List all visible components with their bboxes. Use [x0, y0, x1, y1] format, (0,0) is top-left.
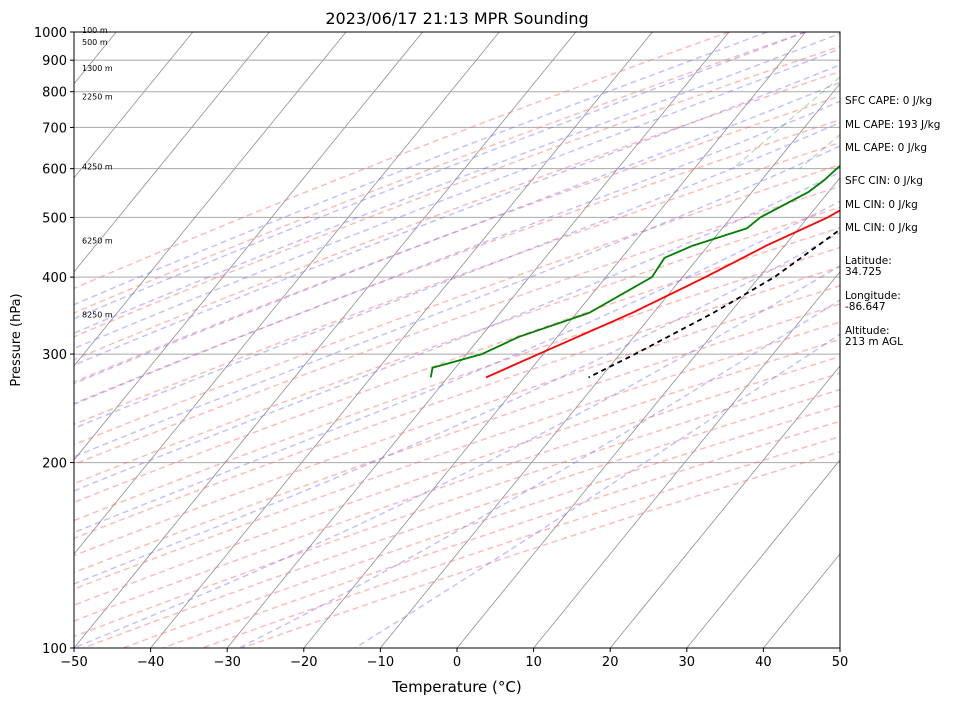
- isotherm-line: [74, 32, 500, 555]
- height-label: 2250 m: [82, 92, 113, 101]
- x-tick-label: −20: [290, 655, 317, 670]
- mixing-ratio-line: [732, 76, 840, 170]
- dewpoint-profile: [429, 164, 840, 378]
- stat-ml-cape: ML CAPE: 193 J/kg: [845, 119, 940, 131]
- y-tick-label: 700: [42, 121, 67, 136]
- stats-panel: SFC CAPE: 0 J/kg ML CAPE: 193 J/kg ML CA…: [845, 95, 940, 348]
- y-axis-label: Pressure (hPa): [9, 293, 24, 386]
- temperature-profile: [485, 209, 840, 379]
- isotherm-line: [150, 32, 653, 648]
- x-tick-label: 20: [602, 655, 619, 670]
- x-tick-label: 10: [525, 655, 542, 670]
- dry-adiabat-line: [74, 163, 840, 446]
- y-tick-label: 200: [42, 457, 67, 472]
- isotherm-line: [74, 32, 270, 273]
- stat-ml-cin: ML CIN: 0 J/kg: [845, 199, 918, 211]
- x-tick-label: −40: [137, 655, 164, 670]
- x-tick-label: 40: [755, 655, 772, 670]
- dry-adiabat-line: [74, 372, 840, 638]
- isotherm-line: [226, 32, 730, 648]
- height-label: 500 m: [82, 38, 108, 47]
- latitude-label: Latitude:: [845, 255, 892, 267]
- x-axis-label: Temperature (°C): [391, 678, 521, 696]
- dry-adiabat-line: [74, 32, 730, 290]
- moist-adiabat-line: [74, 32, 806, 320]
- longitude-label: Longitude:: [845, 290, 901, 302]
- height-label: 4250 m: [82, 163, 113, 172]
- stat-sfc-cape: SFC CAPE: 0 J/kg: [845, 95, 932, 107]
- moist-adiabat-line: [74, 32, 840, 334]
- isotherm-line: [74, 32, 423, 461]
- dry-adiabat-line: [74, 185, 840, 466]
- altitude-value: 213 m AGL: [845, 336, 903, 348]
- dry-adiabat-line: [74, 118, 840, 405]
- moist-adiabat-line: [74, 145, 840, 458]
- isotherm-line: [686, 459, 840, 648]
- longitude-value: -86.647: [845, 301, 886, 313]
- dry-adiabat-line: [74, 246, 840, 522]
- x-tick-label: 50: [832, 655, 849, 670]
- isotherm-line: [303, 32, 806, 648]
- y-tick-label: 900: [42, 54, 67, 69]
- height-label: 1300 m: [82, 64, 113, 73]
- dry-adiabat-line: [74, 45, 840, 338]
- isotherm-line: [380, 83, 840, 648]
- stat-sfc-cin: SFC CIN: 0 J/kg: [845, 175, 923, 187]
- reference-lines: [74, 32, 840, 648]
- dry-adiabat-line: [74, 141, 840, 426]
- dry-adiabat-line: [74, 303, 840, 574]
- isotherm-line: [533, 271, 840, 648]
- height-label: 100 m: [82, 26, 108, 35]
- isotherm-line: [74, 32, 194, 179]
- x-tick-label: 0: [453, 655, 461, 670]
- y-tick-label: 1000: [34, 26, 67, 41]
- altitude-label: Altitude:: [845, 325, 890, 337]
- chart-title: 2023/06/17 21:13 MPR Sounding: [325, 9, 588, 28]
- y-tick-label: 400: [42, 271, 67, 286]
- y-tick-label: 300: [42, 348, 67, 363]
- isotherm-line: [609, 365, 840, 648]
- isotherm-line: [456, 177, 840, 648]
- isotherm-line: [74, 32, 347, 367]
- moist-adiabat-line: [74, 64, 840, 366]
- moist-adiabat-line: [74, 32, 768, 306]
- y-tick-label: 100: [42, 642, 67, 657]
- latitude-value: 34.725: [845, 266, 882, 278]
- axis-ticks: −50 −40 −30 −20 −10 0 10 20 30 40 50 100 200 300 400 50…: [34, 26, 848, 670]
- y-tick-label: 500: [42, 211, 67, 226]
- x-tick-label: −30: [213, 655, 240, 670]
- dry-adiabat-line: [74, 32, 806, 314]
- y-tick-label: 800: [42, 86, 67, 101]
- moist-adiabat-line: [74, 171, 840, 492]
- x-tick-label: −50: [60, 655, 87, 670]
- isotherm-line: [74, 32, 577, 648]
- x-tick-label: −10: [367, 655, 394, 670]
- x-tick-label: 30: [679, 655, 696, 670]
- stat-ml-cin-2: ML CIN: 0 J/kg: [845, 222, 918, 234]
- y-tick-label: 600: [42, 163, 67, 178]
- height-label: 8250 m: [82, 311, 113, 320]
- height-label: 6250 m: [82, 237, 113, 246]
- height-labels: 100 m 500 m 1300 m 2250 m 4250 m 6250 m 8250 m: [82, 26, 113, 320]
- stat-ml-cape-2: ML CAPE: 0 J/kg: [845, 142, 927, 154]
- parcel-profile: [588, 228, 840, 379]
- profile-series: [429, 164, 840, 379]
- dry-adiabat-line: [74, 70, 840, 361]
- dry-adiabat-line: [74, 284, 840, 557]
- moist-adiabat-line: [74, 100, 840, 406]
- dry-adiabat-line: [74, 338, 840, 606]
- moist-adiabat-line: [74, 121, 840, 430]
